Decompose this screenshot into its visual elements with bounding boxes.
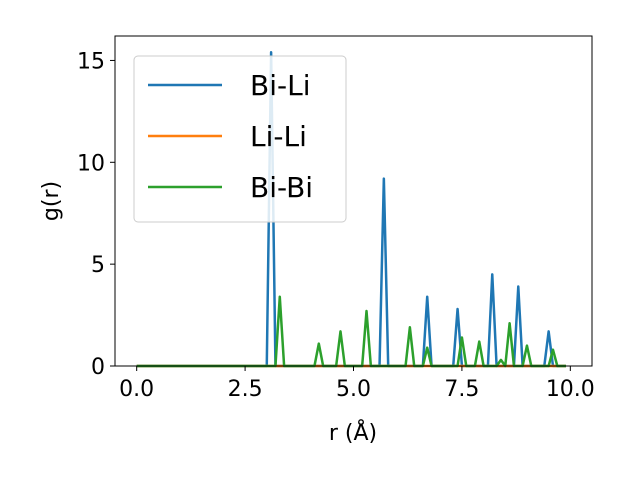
- x-axis: 0.0 2.5 5.0 7.5 10.0: [119, 366, 595, 402]
- legend-label-bi-bi: Bi-Bi: [250, 171, 313, 204]
- y-tick-label: 10: [77, 151, 105, 176]
- y-axis-label: g(r): [39, 181, 64, 221]
- x-tick-label: 2.5: [228, 377, 263, 402]
- legend-box: [133, 55, 347, 223]
- x-axis-label: r (Å): [329, 419, 377, 446]
- y-tick-label: 5: [91, 253, 105, 278]
- y-tick-label: 15: [77, 49, 105, 74]
- legend-label-bi-li: Bi-Li: [250, 69, 310, 102]
- y-tick-label: 0: [91, 355, 105, 380]
- y-axis: 0 5 10 15: [77, 49, 115, 380]
- x-tick-label: 0.0: [119, 377, 154, 402]
- x-tick-label: 5.0: [336, 377, 371, 402]
- x-tick-label: 7.5: [444, 377, 479, 402]
- legend: Bi-Li Li-Li Bi-Bi: [133, 55, 347, 223]
- legend-label-li-li: Li-Li: [250, 120, 307, 153]
- x-tick-label: 10.0: [546, 377, 595, 402]
